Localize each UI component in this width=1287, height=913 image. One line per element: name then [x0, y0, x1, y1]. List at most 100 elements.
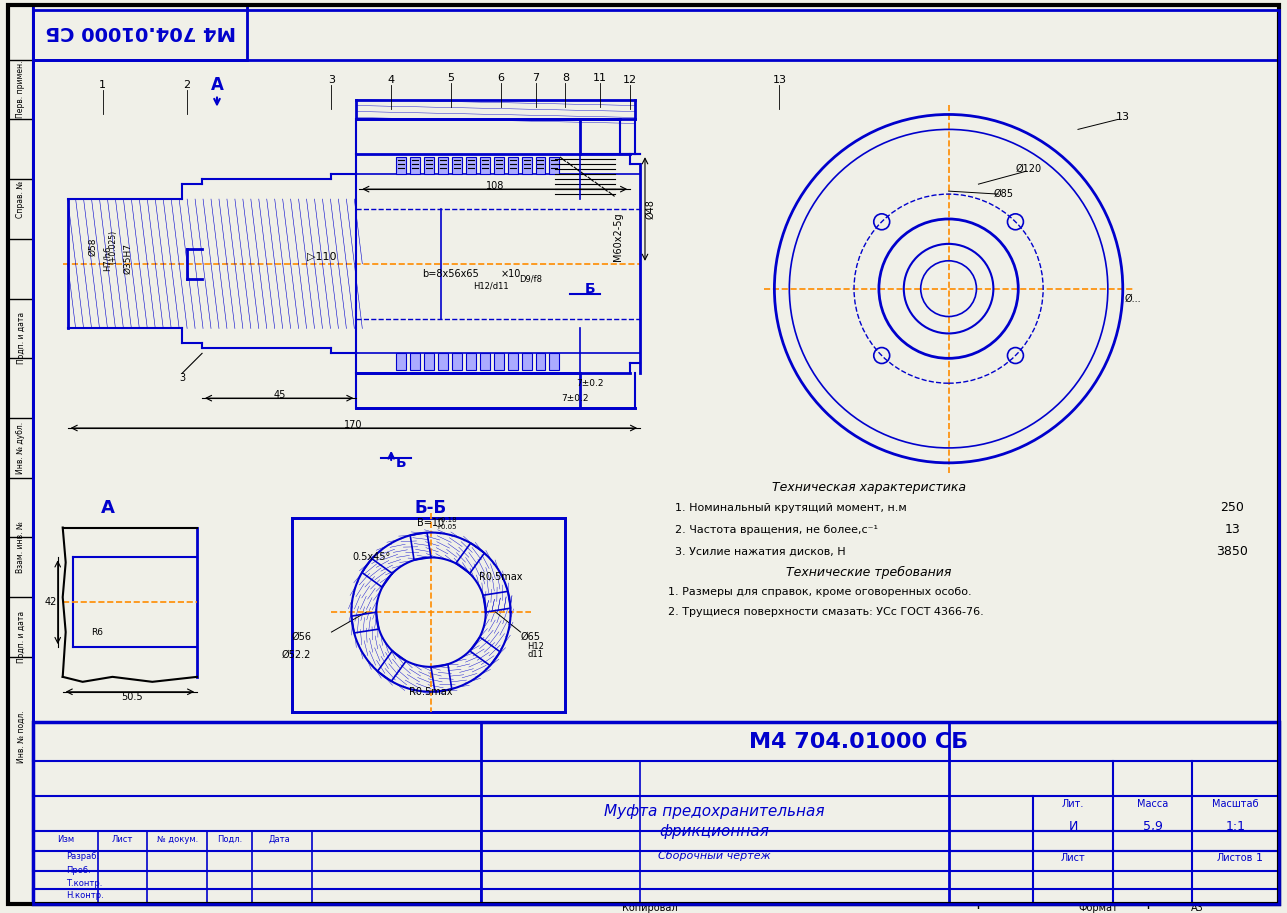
Text: 3: 3	[328, 75, 335, 85]
Bar	[466, 157, 476, 174]
Text: Взам. инв. №: Взам. инв. №	[17, 521, 26, 573]
Text: R0.5max: R0.5max	[409, 687, 453, 697]
Bar	[396, 157, 407, 174]
Bar	[507, 353, 517, 371]
Text: 1. Размеры для справок, кроме оговоренных особо.: 1. Размеры для справок, кроме оговоренны…	[668, 587, 972, 597]
Text: М4 704.01000 СБ: М4 704.01000 СБ	[749, 731, 969, 751]
Text: 3: 3	[179, 373, 185, 383]
Text: Ø85: Ø85	[994, 189, 1013, 199]
Text: 13: 13	[772, 75, 786, 85]
Text: Лит.: Лит.	[1062, 799, 1084, 809]
Text: Перв. примен.: Перв. примен.	[17, 61, 26, 119]
Text: Техническая характеристика: Техническая характеристика	[772, 481, 967, 494]
Text: 108: 108	[485, 181, 505, 191]
Bar	[438, 353, 448, 371]
Text: 3. Усилие нажатия дисков, Н: 3. Усилие нажатия дисков, Н	[674, 547, 846, 556]
Text: b=8x56x65: b=8x56x65	[422, 268, 479, 278]
Bar	[411, 353, 420, 371]
Bar	[507, 157, 517, 174]
Text: М60х2-5g: М60х2-5g	[613, 213, 623, 261]
Text: Изм: Изм	[57, 834, 75, 844]
Bar	[480, 157, 490, 174]
Text: 50.5: 50.5	[121, 692, 143, 702]
Text: 45: 45	[274, 390, 286, 400]
Text: +0.18: +0.18	[435, 517, 457, 522]
Text: 2. Трущиеся поверхности смазать: УСс ГОСТ 4366-76.: 2. Трущиеся поверхности смазать: УСс ГОС…	[668, 607, 983, 617]
Text: Инв. № подл.: Инв. № подл.	[17, 710, 26, 763]
Text: 6: 6	[497, 73, 505, 83]
Bar	[411, 157, 420, 174]
Text: H12/d11: H12/d11	[472, 281, 508, 290]
Bar	[292, 518, 565, 712]
Text: 42: 42	[45, 597, 57, 607]
Text: М4 704.01000 СБ: М4 704.01000 СБ	[45, 22, 236, 41]
Bar	[423, 353, 434, 371]
Bar	[521, 353, 532, 371]
Bar	[550, 157, 560, 174]
Text: Масштаб: Масштаб	[1212, 799, 1259, 809]
Text: Проб.: Проб.	[66, 866, 90, 876]
Text: 7±0.2: 7±0.2	[561, 394, 589, 403]
Text: ▷110: ▷110	[306, 252, 336, 262]
Text: Ø58: Ø58	[88, 237, 97, 257]
Text: 0.5x45°: 0.5x45°	[353, 552, 390, 562]
Text: Б-Б: Б-Б	[414, 498, 447, 517]
Text: H12: H12	[528, 643, 544, 652]
Text: D9/f8: D9/f8	[519, 274, 542, 283]
Text: Ø52.2: Ø52.2	[282, 650, 311, 660]
Text: Разраб.: Разраб.	[66, 852, 99, 861]
Text: Муфта предохранительная: Муфта предохранительная	[605, 803, 825, 819]
Text: B=10: B=10	[417, 518, 444, 528]
Bar	[452, 157, 462, 174]
Bar	[494, 353, 503, 371]
Text: Копировал: Копировал	[622, 903, 678, 913]
Text: Инв. № дубл.: Инв. № дубл.	[17, 422, 26, 474]
Bar	[535, 353, 546, 371]
Bar	[535, 157, 546, 174]
Text: Справ. №: Справ. №	[17, 181, 26, 217]
Text: (+0.025): (+0.025)	[108, 230, 117, 264]
Text: 11: 11	[593, 73, 607, 83]
Text: ×10: ×10	[501, 268, 521, 278]
Text: Лист: Лист	[1060, 853, 1085, 863]
Bar	[438, 157, 448, 174]
Text: Дата: Дата	[269, 834, 291, 844]
Text: 1. Номинальный крутящий момент, н.м: 1. Номинальный крутящий момент, н.м	[674, 503, 906, 512]
Text: R6: R6	[91, 627, 103, 636]
Text: Б: Б	[584, 281, 596, 296]
Text: 2: 2	[184, 79, 190, 89]
Text: Ø56: Ø56	[292, 632, 311, 642]
Text: Ø35H7: Ø35H7	[122, 243, 131, 274]
Text: 8: 8	[562, 73, 569, 83]
Text: Н.контр.: Н.контр.	[66, 891, 103, 900]
Bar	[452, 353, 462, 371]
Text: Ø65: Ø65	[520, 632, 541, 642]
Text: 170: 170	[344, 420, 363, 430]
Text: +0.05: +0.05	[435, 523, 457, 530]
Text: Ø48: Ø48	[645, 199, 655, 219]
Text: Сборочный чертеж: Сборочный чертеж	[659, 851, 771, 861]
Text: 7±0.2: 7±0.2	[577, 379, 604, 388]
Text: Б: Б	[396, 456, 407, 470]
Text: Ø120: Ø120	[1015, 164, 1041, 174]
Text: 1: 1	[1256, 853, 1263, 863]
Text: d11: d11	[528, 650, 543, 659]
Text: Формат: Формат	[1079, 903, 1118, 913]
Text: 12: 12	[623, 75, 637, 85]
Bar	[423, 157, 434, 174]
Text: Т.контр.: Т.контр.	[66, 879, 102, 888]
Bar	[550, 353, 560, 371]
Text: фрикционная: фрикционная	[660, 824, 770, 839]
Text: Подл.: Подл.	[218, 834, 242, 844]
Text: А3: А3	[1190, 903, 1203, 913]
Text: 2. Частота вращения, не более,с⁻¹: 2. Частота вращения, не более,с⁻¹	[674, 525, 878, 534]
Bar	[396, 353, 407, 371]
Bar	[521, 157, 532, 174]
Text: 1: 1	[99, 79, 106, 89]
Text: 7: 7	[532, 73, 539, 83]
Text: 5: 5	[448, 73, 454, 83]
Text: Масса: Масса	[1136, 799, 1169, 809]
Bar	[466, 353, 476, 371]
Text: 3850: 3850	[1216, 545, 1248, 558]
Text: И: И	[1068, 820, 1077, 833]
